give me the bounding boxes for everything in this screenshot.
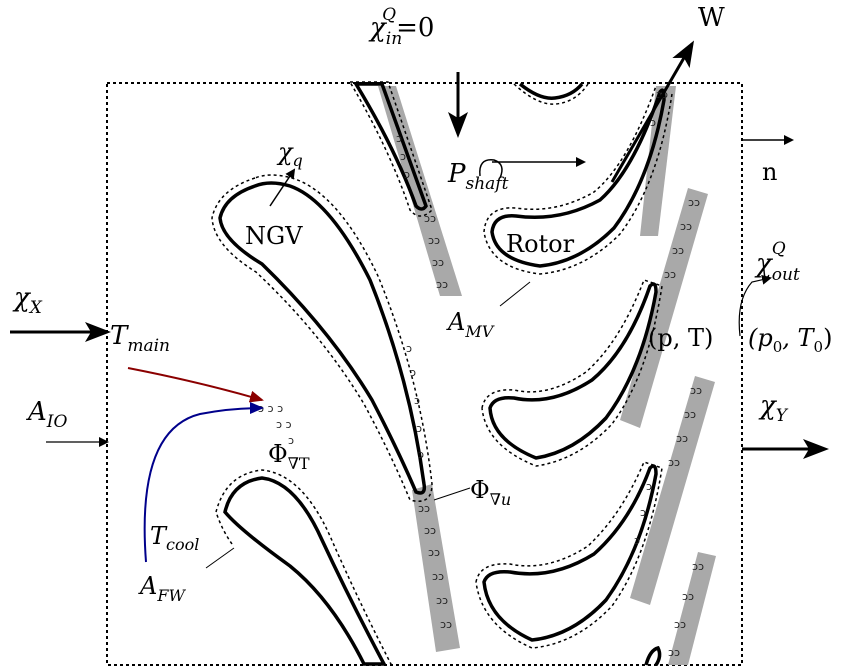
label-p-T: (p, T) bbox=[648, 324, 713, 352]
label-chi-q: χq bbox=[276, 138, 303, 170]
wake-regions bbox=[378, 86, 716, 665]
label-T-main: Tmain bbox=[110, 321, 170, 356]
svg-text:ↄↄ: ↄↄ bbox=[684, 408, 696, 421]
T-cool-arrow bbox=[143, 402, 264, 563]
rotor-top-fragment bbox=[518, 82, 584, 100]
svg-text:ↄ: ↄ bbox=[416, 422, 422, 435]
svg-text:ↄↄ: ↄↄ bbox=[680, 220, 692, 233]
svg-text:ↄↄ: ↄↄ bbox=[436, 594, 448, 607]
label-W: W bbox=[698, 3, 725, 33]
fw-blade bbox=[223, 476, 387, 666]
arrows bbox=[10, 40, 829, 569]
svg-text:ↄ: ↄ bbox=[288, 434, 294, 447]
svg-text:ↄↄ: ↄↄ bbox=[688, 196, 700, 209]
svg-text:ↄↄ: ↄↄ bbox=[664, 268, 676, 281]
label-Phi-gradT: Φ∇T bbox=[268, 440, 310, 473]
label-chi-Y: χY bbox=[758, 391, 789, 426]
svg-text:ↄↄ: ↄↄ bbox=[668, 646, 680, 659]
fw-blade-dash bbox=[215, 469, 393, 667]
ngv-blade-dash bbox=[211, 174, 433, 502]
labels: χinQ=0 W n χq NGV Pshaft Rotor χoutQ χX … bbox=[12, 3, 832, 605]
rotor-wake-1 bbox=[640, 86, 676, 236]
svg-text:ↄↄ: ↄↄ bbox=[674, 618, 686, 631]
label-chi-X: χX bbox=[12, 283, 43, 318]
ngv-top-blade-dash bbox=[348, 81, 433, 217]
svg-text:ↄ: ↄ bbox=[404, 168, 410, 181]
p-shaft-loop bbox=[479, 159, 503, 179]
rotor-top-fragment-dash bbox=[513, 83, 589, 105]
svg-text:ↄↄ: ↄↄ bbox=[432, 570, 444, 583]
label-Phi-gradu: Φ∇u bbox=[470, 476, 511, 509]
label-T-cool: Tcool bbox=[150, 522, 199, 554]
svg-text:ↄↄ: ↄↄ bbox=[690, 384, 702, 397]
rotor-blade-3 bbox=[482, 464, 658, 642]
svg-text:ↄↄ: ↄↄ bbox=[418, 502, 430, 515]
svg-text:ↄ: ↄ bbox=[396, 132, 402, 145]
chi-q-arrow bbox=[269, 168, 296, 207]
A-FW-pointer bbox=[205, 547, 235, 569]
svg-text:ↄ: ↄ bbox=[400, 150, 406, 163]
rotor-blade-1-dash bbox=[483, 85, 673, 275]
svg-text:ↄↄ: ↄↄ bbox=[424, 524, 436, 537]
svg-text:ↄ: ↄ bbox=[646, 480, 652, 493]
label-n: n bbox=[762, 158, 777, 186]
svg-text:ↄↄ: ↄↄ bbox=[424, 212, 436, 225]
svg-text:ↄↄ: ↄↄ bbox=[428, 546, 440, 559]
svg-text:ↄↄ: ↄↄ bbox=[432, 256, 444, 269]
svg-text:ↄↄ: ↄↄ bbox=[682, 590, 694, 603]
ngv-top-blade bbox=[352, 82, 428, 211]
svg-text:ↄ: ↄ bbox=[650, 116, 656, 129]
Phi-gradu-pointer bbox=[433, 487, 471, 501]
label-A-FW: AFW bbox=[138, 572, 186, 605]
svg-text:ↄ: ↄ bbox=[418, 448, 424, 461]
work-arrow bbox=[610, 40, 695, 183]
svg-text:ↄ: ↄ bbox=[634, 534, 640, 547]
label-A-MV: AMV bbox=[446, 308, 495, 341]
svg-text:ↄↄ: ↄↄ bbox=[676, 432, 688, 445]
control-volume-boundary bbox=[106, 82, 743, 666]
svg-text:ↄↄ: ↄↄ bbox=[672, 244, 684, 257]
label-P-shaft: Pshaft bbox=[447, 159, 509, 194]
label-A-IO: AIO bbox=[26, 397, 67, 432]
rotor-blade-2-dash bbox=[481, 279, 663, 467]
svg-text:ↄ ↄ: ↄ ↄ bbox=[276, 418, 292, 431]
ngv-blade bbox=[218, 181, 427, 495]
svg-text:ↄↄ: ↄↄ bbox=[692, 560, 704, 573]
rotor-wake-3 bbox=[630, 376, 715, 605]
T-main-arrow bbox=[127, 367, 264, 403]
label-NGV: NGV bbox=[245, 222, 303, 250]
svg-text:ↄↄ: ↄↄ bbox=[428, 234, 440, 247]
rotor-blade-4 bbox=[644, 645, 662, 666]
svg-text:ↄↄ: ↄↄ bbox=[440, 618, 452, 631]
rotor-blade-2 bbox=[488, 282, 658, 460]
svg-text:ↄↄ: ↄↄ bbox=[436, 278, 448, 291]
svg-text:ↄ: ↄ bbox=[406, 342, 412, 355]
label-p0-T0: (p0, T0) bbox=[748, 324, 832, 356]
svg-text:ↄ: ↄ bbox=[410, 366, 416, 379]
svg-text:ↄ ↄ ↄ: ↄ ↄ ↄ bbox=[258, 402, 283, 415]
svg-text:ↄ: ↄ bbox=[640, 506, 646, 519]
label-chi-in: χinQ=0 bbox=[368, 5, 434, 49]
chi-out-arrow bbox=[738, 274, 772, 337]
A-MV-pointer bbox=[499, 281, 531, 307]
ngv-wake bbox=[412, 484, 460, 652]
label-chi-out: χoutQ bbox=[754, 239, 800, 285]
svg-text:ↄↄ: ↄↄ bbox=[668, 456, 680, 469]
label-rotor: Rotor bbox=[506, 230, 575, 258]
rotor-wake-4 bbox=[668, 552, 716, 665]
svg-text:ↄ: ↄ bbox=[414, 394, 420, 407]
